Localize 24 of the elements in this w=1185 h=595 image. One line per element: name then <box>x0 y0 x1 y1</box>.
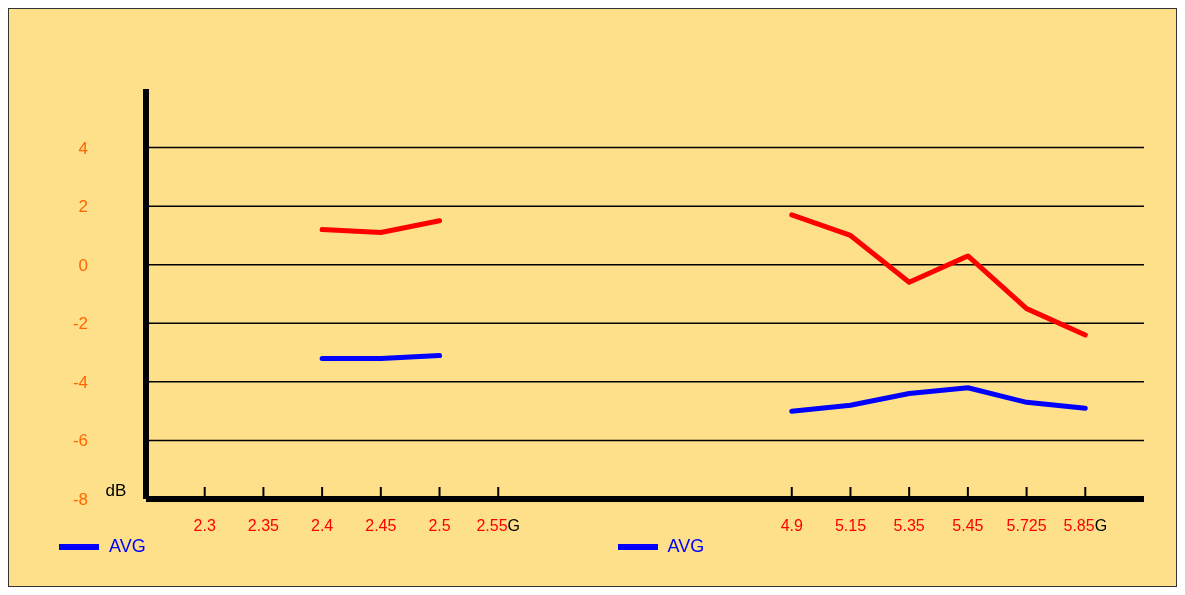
text: G <box>1094 517 1108 534</box>
x-tick-label: 5.725 <box>1006 517 1047 534</box>
y-tick-label: -4 <box>72 372 88 392</box>
x-tick-label: 5.85 <box>1063 517 1095 534</box>
y-tick-label: -2 <box>72 314 88 334</box>
x-tick-label: 5.15 <box>834 517 867 534</box>
legend-label: AVG <box>667 536 705 557</box>
legend-label: AVG <box>109 536 146 557</box>
x-tick-label: 2.45 <box>365 517 397 534</box>
y-tick-label: 0 <box>78 255 88 275</box>
x-tick-label: 2.55 <box>476 517 508 534</box>
x-tick-label: 5.35 <box>893 517 925 534</box>
x-tick-label: 4.9 <box>780 517 803 534</box>
x-tick-label: 2.5 <box>428 517 451 534</box>
y-tick-label: -8 <box>72 490 88 510</box>
y-axis-title: dB <box>105 481 127 500</box>
x-tick-label: 2.3 <box>193 517 216 534</box>
x-tick-label: 2.35 <box>247 517 280 534</box>
y-tick-label: 4 <box>78 138 88 158</box>
x-axis-title: G <box>507 517 521 534</box>
x-tick-label: 5.45 <box>952 517 984 534</box>
y-tick-label: -6 <box>72 431 88 451</box>
x-tick-label: 2.4 <box>310 517 334 534</box>
y-tick-label: 2 <box>78 197 88 217</box>
